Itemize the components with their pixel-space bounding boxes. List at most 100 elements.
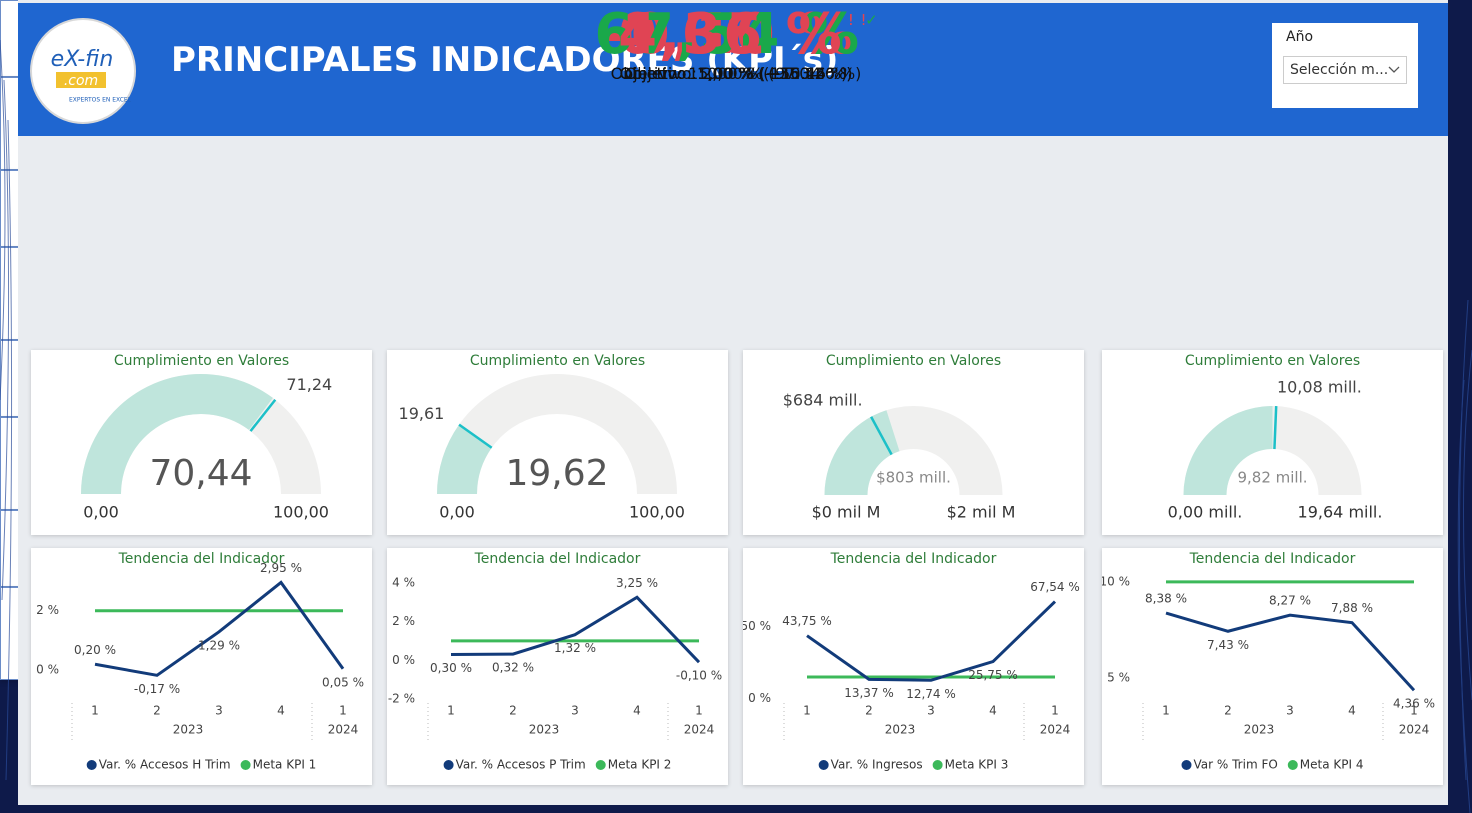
kpi-objective: Objetivo: 10,00 % (-56.44 %) xyxy=(619,64,853,83)
gauge-fill xyxy=(824,410,900,495)
kpi-result-row: -0,10 %! xyxy=(0,2,1472,67)
legend-marker xyxy=(595,760,606,770)
data-label: 7,43 % xyxy=(1207,638,1249,652)
trend-card: Tendencia del Indicador -2 % 0 % 2 % 4 % 1 2 3 4… xyxy=(387,548,731,785)
series-line xyxy=(1165,611,1416,692)
y-tick-label: 2 % xyxy=(36,603,59,617)
kpi-result: -0,10 % xyxy=(605,2,857,67)
y-tick-label: 2 % xyxy=(392,614,415,628)
chart-title: Tendencia del Indicador xyxy=(1189,551,1356,567)
legend-label: Var. % Ingresos xyxy=(831,758,923,772)
filter-dropdown[interactable]: Selección m... xyxy=(1283,56,1407,84)
x-tick-label: 4 xyxy=(277,704,285,718)
series-line xyxy=(94,580,345,677)
kpi-objective: Objetivo: 2,00 % (-97.34 %) xyxy=(624,64,848,83)
x-group-label: 2024 xyxy=(328,723,359,737)
gauge-target xyxy=(249,398,277,432)
gauge-target xyxy=(1273,406,1278,450)
x-tick-label: 1 xyxy=(91,704,99,718)
page-title: PRINCIPALES INDICADORES (KPI´s) xyxy=(171,40,839,80)
gauge-card: Cumplimiento en Valores $684 mill. $803 mi… xyxy=(743,350,1084,535)
gauge-max-label: 19,64 mill. xyxy=(1298,503,1383,522)
filter-label: Año xyxy=(1286,29,1314,45)
legend-label: Meta KPI 1 xyxy=(253,758,317,772)
gauge-fill xyxy=(81,374,273,494)
data-label: 7,88 % xyxy=(1331,601,1373,615)
legend-label: Var % Trim FO xyxy=(1194,758,1278,772)
kpi-status: ! xyxy=(860,11,867,29)
gauge-title: Cumplimiento en Valores xyxy=(114,353,289,369)
gauge-min-label: 0,00 xyxy=(439,503,475,522)
gauge: Cumplimiento en Valores 19,61 19,62 0,00 100… xyxy=(399,353,685,522)
gauge-value-label: $803 mill. xyxy=(876,469,951,487)
data-label: 67,54 % xyxy=(1030,580,1080,594)
gauge-min-label: $0 mil M xyxy=(812,503,881,522)
gauge-value-label: 19,62 xyxy=(505,453,608,494)
legend: Var. % Accesos H Trim Meta KPI 1 xyxy=(86,758,317,772)
y-tick-label: 0 % xyxy=(36,663,59,677)
trend-card: Tendencia del Indicador 5 % 10 % 1 2 3 4 1 2023 2… xyxy=(1100,548,1446,785)
kpi-result-row: 0,05 %! xyxy=(0,2,1472,67)
kpi-status: ! xyxy=(847,11,854,29)
x-group-label: 2023 xyxy=(529,723,560,737)
x-tick-label: 1 xyxy=(695,704,703,718)
x-tick-label: 3 xyxy=(1286,704,1294,718)
gauge-target-label: $684 mill. xyxy=(783,390,863,409)
gauge-value-label: 9,82 mill. xyxy=(1237,469,1307,487)
y-tick-label: 0 % xyxy=(748,691,771,705)
gauge-min-label: 0,00 xyxy=(83,503,119,522)
gauge: Cumplimiento en Valores 10,08 mill. 9,82 m… xyxy=(1168,353,1383,522)
data-label: 8,27 % xyxy=(1269,594,1311,608)
legend-marker xyxy=(240,760,251,770)
chart-title: Tendencia del Indicador xyxy=(474,551,641,567)
series-line xyxy=(450,595,701,664)
gauge-card: Cumplimiento en Valores 10,08 mill. 9,82 m… xyxy=(1102,350,1443,535)
kpi-result-row: 4,36 %! xyxy=(0,2,1472,67)
legend-marker xyxy=(818,760,829,770)
logo-tagline: EXPERTOS EN EXCEL xyxy=(69,97,132,104)
gauge-max-label: 100,00 xyxy=(273,503,329,522)
gauge-max-label: 100,00 xyxy=(629,503,685,522)
logo-name: eX-fin xyxy=(51,47,114,72)
kpi-result: 67,54 % xyxy=(594,2,862,67)
data-label: -0,17 % xyxy=(134,682,180,696)
x-group-label: 2023 xyxy=(173,723,204,737)
x-tick-label: 2 xyxy=(153,704,161,718)
kpi-result: 4,36 % xyxy=(618,2,844,67)
legend-label: Var. % Accesos P Trim xyxy=(456,758,586,772)
x-group-label: 2023 xyxy=(885,723,916,737)
y-tick-label: -2 % xyxy=(388,692,415,706)
gauge-fill xyxy=(437,424,492,494)
gauge-target-label: 71,24 xyxy=(286,375,332,394)
legend-label: Meta KPI 3 xyxy=(945,758,1009,772)
dropdown-arrow xyxy=(1388,66,1400,73)
kpi-status: ! xyxy=(847,11,854,29)
gauge-title: Cumplimiento en Valores xyxy=(826,353,1001,369)
x-tick-label: 1 xyxy=(1051,704,1059,718)
data-label: 1,32 % xyxy=(554,641,596,655)
gauge-target-label: 19,61 xyxy=(399,404,445,423)
trend-chart: Tendencia del Indicador 0 % 50 % 1 2 3 4 1 2023 2… xyxy=(741,551,1087,772)
data-label: -0,10 % xyxy=(676,669,722,683)
gauge-card: Cumplimiento en Valores 71,24 70,44 0,00 100… xyxy=(31,350,372,535)
logo: eX-fin .com EXPERTOS EN EXCEL xyxy=(30,18,136,124)
x-tick-label: 3 xyxy=(927,704,935,718)
gauge-title: Cumplimiento en Valores xyxy=(470,353,645,369)
legend-marker xyxy=(1181,760,1192,770)
x-tick-label: 1 xyxy=(339,704,347,718)
x-tick-label: 4 xyxy=(989,704,997,718)
y-tick-label: 10 % xyxy=(1102,574,1130,588)
x-group-label: 2024 xyxy=(684,723,715,737)
data-label: 2,95 % xyxy=(260,561,302,575)
legend-marker xyxy=(1287,760,1298,770)
data-label: 8,38 % xyxy=(1145,592,1187,606)
x-tick-label: 3 xyxy=(571,704,579,718)
data-label: 0,30 % xyxy=(430,661,472,675)
filter-panel: Año Selección m... xyxy=(1272,23,1418,108)
y-tick-label: 5 % xyxy=(1107,670,1130,684)
data-label: 0,05 % xyxy=(322,675,364,689)
data-label: 3,25 % xyxy=(616,576,658,590)
trend-chart: Tendencia del Indicador -2 % 0 % 2 % 4 % 1 2 3 4… xyxy=(388,551,731,772)
data-label: 12,74 % xyxy=(906,687,956,701)
